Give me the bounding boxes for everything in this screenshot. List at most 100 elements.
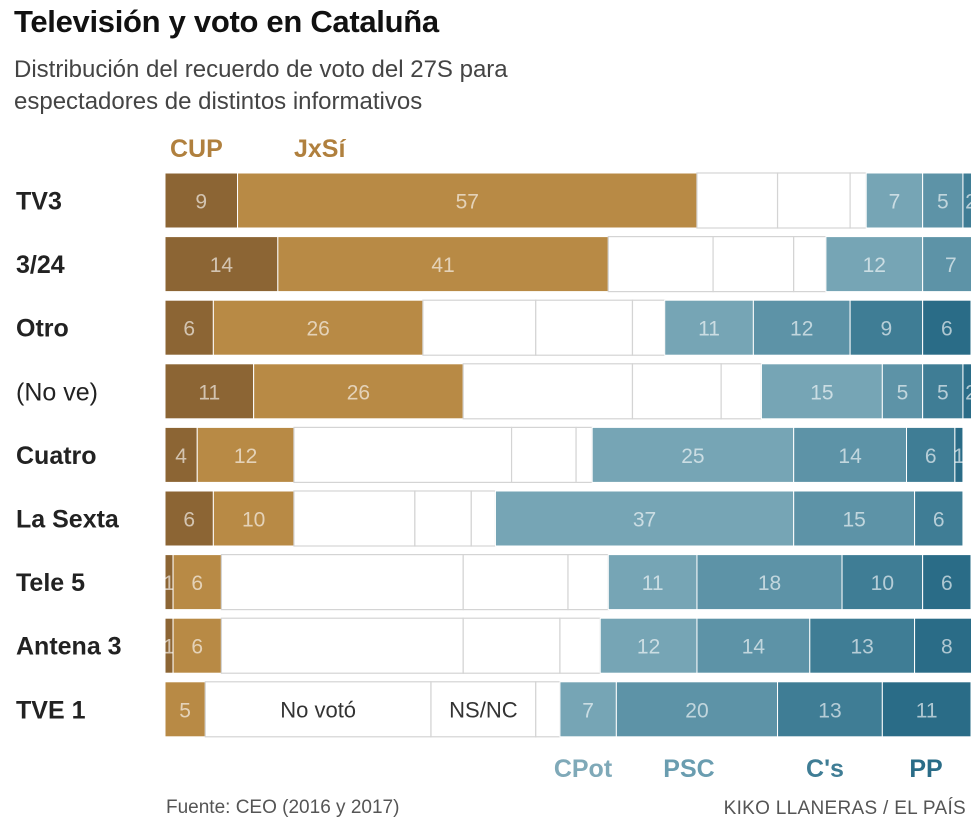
bar-value-label: 26 (306, 318, 329, 341)
bar-segment-pp (914, 617, 971, 674)
bar-value-label: 8 (941, 636, 953, 659)
bar-segment-c-s (809, 617, 916, 674)
bar-value-label: 6 (191, 572, 203, 595)
bar-value-label: 1 (953, 445, 965, 468)
bar-value-label: 11 (642, 572, 664, 595)
bar-value-label: 37 (633, 509, 656, 532)
bar-segment-psc (793, 490, 916, 547)
bar-value-label: 26 (347, 381, 370, 404)
bar-segment-otros (720, 363, 763, 420)
bar-segment-no-vot (462, 363, 634, 420)
bar-segment-no-vot (220, 553, 464, 611)
bar-segment-pp (954, 426, 964, 483)
bar-segment-otros (575, 426, 593, 483)
bar-value-label: 15 (810, 381, 833, 404)
bar-segment-cpot (664, 299, 754, 356)
bar-segment-no-vot (422, 299, 537, 356)
series-inline-label: No votó (280, 697, 356, 722)
bar-value-label: 2 (965, 191, 977, 214)
bar-segment-ns-nc (712, 236, 795, 293)
bar-value-label: 7 (889, 191, 901, 214)
bar-segment-jxs (196, 426, 295, 483)
bar-segment-no-vot (204, 681, 432, 738)
bar-value-label: 14 (838, 445, 862, 468)
bar-value-label: 6 (933, 509, 945, 532)
bar-value-label: 11 (198, 381, 220, 404)
bar-segment-otros (849, 172, 867, 229)
bar-value-label: 5 (937, 191, 949, 214)
bar-segment-cup (165, 426, 198, 483)
bar-value-label: 5 (897, 381, 909, 404)
bar-value-label: 4 (175, 445, 187, 468)
bar-value-label: 6 (925, 445, 937, 468)
bar-segment-psc (696, 617, 811, 674)
bar-segment-pp (922, 554, 971, 611)
bar-value-label: 12 (863, 254, 886, 277)
legend-label-cup: CUP (170, 135, 223, 163)
bar-value-label: 6 (941, 318, 953, 341)
bar-segment-psc (922, 236, 971, 293)
series-inline-label: NS/NC (449, 697, 518, 722)
bar-segment-psc (696, 554, 843, 611)
bar-segment-otros (793, 236, 827, 293)
bar-segment-psc (922, 172, 964, 229)
legend-label-jxs: JxSí (294, 135, 346, 163)
bar-value-label: 20 (685, 699, 708, 722)
bar-segment-psc (752, 299, 851, 356)
bar-segment-ns-nc (414, 490, 472, 547)
bar-segment-ns-nc (430, 681, 537, 738)
bar-segment-cpot (559, 681, 617, 738)
bar-value-label: 9 (881, 318, 893, 341)
bar-value-label: 57 (456, 191, 479, 214)
source-note: Fuente: CEO (2016 y 2017) (166, 797, 400, 818)
bar-segment-no-vot (696, 172, 779, 229)
bar-value-label: 6 (941, 572, 953, 595)
bar-segment-pp (881, 681, 971, 738)
credit-note: KIKO LLANERAS / EL PAÍS (723, 798, 966, 819)
bar-segment-c-s (914, 490, 964, 547)
bar-segment-otros (535, 681, 561, 738)
bar-segment-ns-nc (631, 363, 722, 420)
bar-value-label: 2 (965, 381, 977, 404)
bar-segment-ns-nc (462, 617, 561, 674)
bar-segment-cpot (825, 236, 924, 293)
bar-value-label: 5 (937, 381, 949, 404)
bar-segment-c-s (922, 363, 964, 420)
bar-value-label: 6 (183, 509, 195, 532)
bar-segment-jxs (277, 236, 609, 293)
bar-segment-jxs (237, 172, 698, 229)
bar-segment-no-vot (220, 617, 464, 674)
bar-value-label: 1 (163, 572, 175, 595)
bar-segment-cpot (760, 363, 883, 420)
bar-segment-jxs (212, 299, 424, 356)
bar-value-label: 6 (183, 318, 195, 341)
bar-value-label: 13 (851, 636, 874, 659)
bar-value-label: 7 (945, 254, 957, 277)
bar-segment-jxs (253, 363, 464, 420)
bar-value-label: 12 (637, 636, 660, 659)
category-label: (No ve) (16, 378, 98, 406)
bar-segment-cpot (865, 172, 924, 229)
bar-value-label: 10 (871, 572, 894, 595)
bar-segment-otros (559, 617, 601, 674)
bar-value-label: 18 (758, 572, 781, 595)
legend-label-cpot: CPot (554, 755, 613, 783)
category-label: TVE 1 (16, 696, 86, 724)
legend-label-pp: PP (909, 755, 942, 783)
bar-value-label: 11 (698, 318, 720, 341)
bar-value-label: 12 (790, 318, 813, 341)
bar-segment-cpot (599, 617, 698, 674)
category-label: Otro (16, 315, 69, 343)
bar-segment-c-s (777, 681, 883, 738)
bar-segment-jxs (172, 554, 222, 611)
bar-segment-psc (615, 681, 779, 738)
bar-value-label: 12 (234, 445, 257, 468)
bar-segment-otros (631, 299, 666, 356)
plot-area: 9 57 7 5 214 41 12 76 26 11 12 9 611 26 15 5 5 24 12 25 14 6 1… (163, 172, 977, 738)
bar-value-label: 25 (681, 445, 704, 468)
category-label: 3/24 (16, 251, 65, 279)
chart-title: Televisión y voto en Cataluña (14, 4, 439, 39)
bar-segment-pp (922, 299, 971, 356)
bar-value-label: 1 (163, 636, 175, 659)
category-label: Antena 3 (16, 633, 122, 661)
